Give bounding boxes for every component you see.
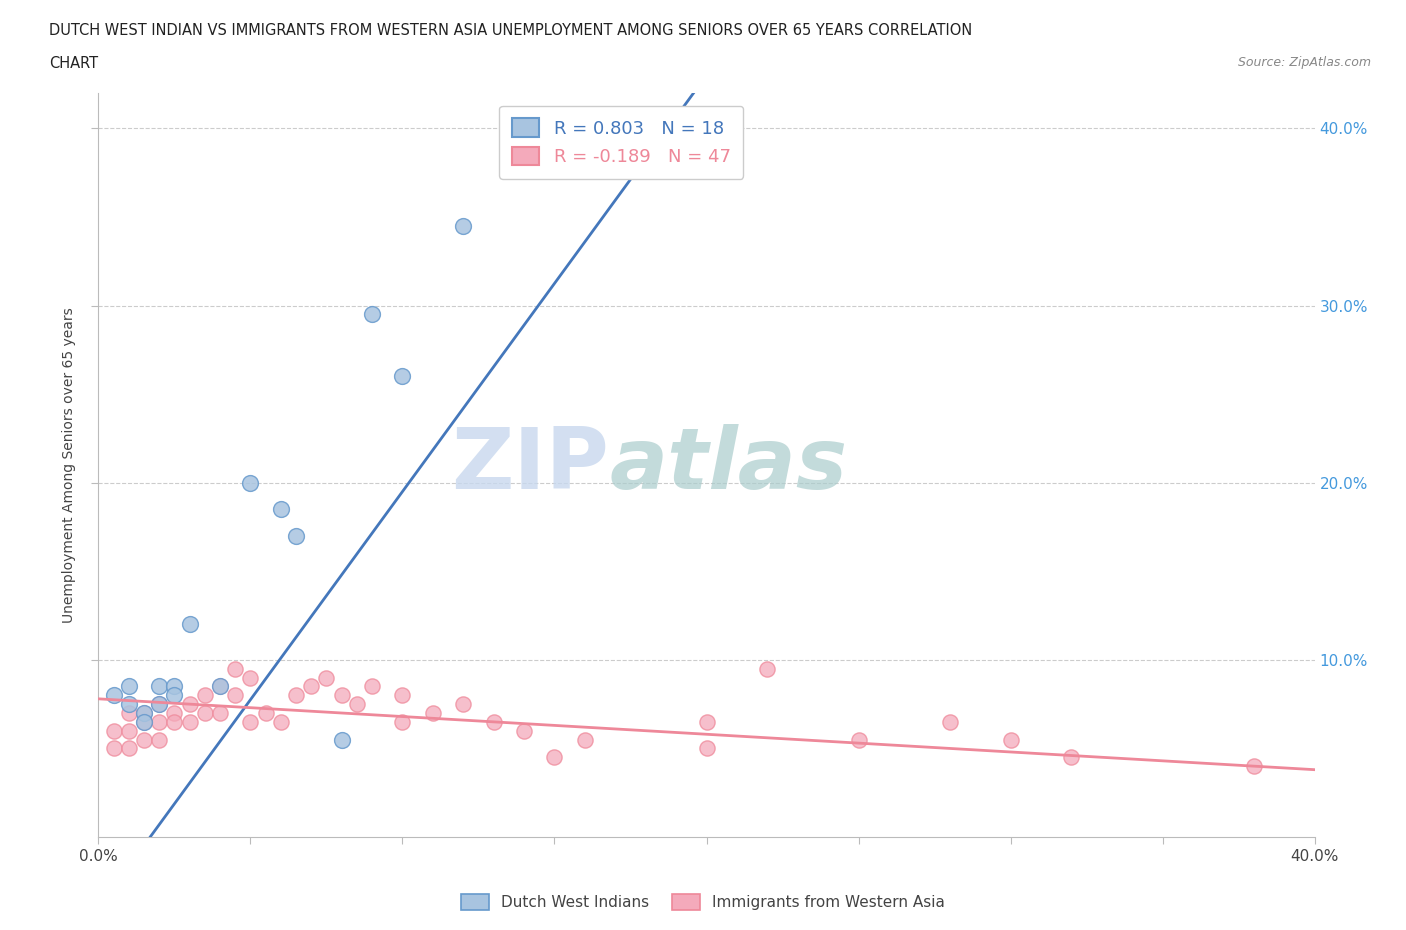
Point [453, 219, 475, 233]
Point [391, 688, 413, 703]
Point [148, 697, 170, 711]
Point [330, 688, 353, 703]
Point [254, 706, 277, 721]
Point [285, 688, 308, 703]
Point [132, 732, 155, 747]
Point [132, 706, 155, 721]
Point [103, 724, 125, 738]
Point [132, 706, 155, 721]
Point [696, 741, 718, 756]
Point [163, 688, 186, 703]
Point [1000, 732, 1022, 747]
Point [939, 714, 962, 729]
Point [209, 706, 232, 721]
Point [574, 732, 596, 747]
Text: DUTCH WEST INDIAN VS IMMIGRANTS FROM WESTERN ASIA UNEMPLOYMENT AMONG SENIORS OVE: DUTCH WEST INDIAN VS IMMIGRANTS FROM WES… [49, 23, 973, 38]
Point [179, 714, 201, 729]
Point [148, 679, 170, 694]
Point [391, 369, 413, 384]
Point [118, 697, 141, 711]
Point [163, 714, 186, 729]
Point [239, 671, 262, 685]
Point [239, 475, 262, 490]
Point [179, 617, 201, 631]
Point [848, 732, 870, 747]
Point [482, 714, 505, 729]
Point [118, 706, 141, 721]
Point [391, 714, 413, 729]
Point [194, 688, 217, 703]
Point [361, 679, 384, 694]
Point [194, 706, 217, 721]
Point [179, 697, 201, 711]
Point [209, 679, 232, 694]
Point [103, 688, 125, 703]
Point [315, 671, 337, 685]
Point [270, 714, 292, 729]
Point [118, 679, 141, 694]
Point [148, 714, 170, 729]
Point [299, 679, 322, 694]
Point [422, 706, 444, 721]
Point [543, 750, 565, 764]
Point [513, 724, 536, 738]
Point [1243, 759, 1265, 774]
Point [132, 714, 155, 729]
Point [148, 697, 170, 711]
Point [756, 661, 779, 676]
Point [163, 679, 186, 694]
Text: ZIP: ZIP [451, 423, 609, 507]
Point [453, 697, 475, 711]
Point [103, 741, 125, 756]
Text: Source: ZipAtlas.com: Source: ZipAtlas.com [1237, 56, 1371, 69]
Text: CHART: CHART [49, 56, 98, 71]
Point [270, 502, 292, 517]
Point [132, 714, 155, 729]
Point [239, 714, 262, 729]
Point [224, 661, 246, 676]
Y-axis label: Unemployment Among Seniors over 65 years: Unemployment Among Seniors over 65 years [62, 307, 76, 623]
Legend: R = 0.803   N = 18, R = -0.189   N = 47: R = 0.803 N = 18, R = -0.189 N = 47 [499, 106, 744, 179]
Point [224, 688, 246, 703]
Point [285, 528, 308, 543]
Point [330, 732, 353, 747]
Point [118, 741, 141, 756]
Point [209, 679, 232, 694]
Point [346, 697, 368, 711]
Point [361, 307, 384, 322]
Legend: Dutch West Indians, Immigrants from Western Asia: Dutch West Indians, Immigrants from West… [454, 886, 952, 918]
Point [696, 714, 718, 729]
Point [163, 706, 186, 721]
Text: atlas: atlas [609, 423, 848, 507]
Point [1060, 750, 1083, 764]
Point [118, 724, 141, 738]
Point [148, 732, 170, 747]
